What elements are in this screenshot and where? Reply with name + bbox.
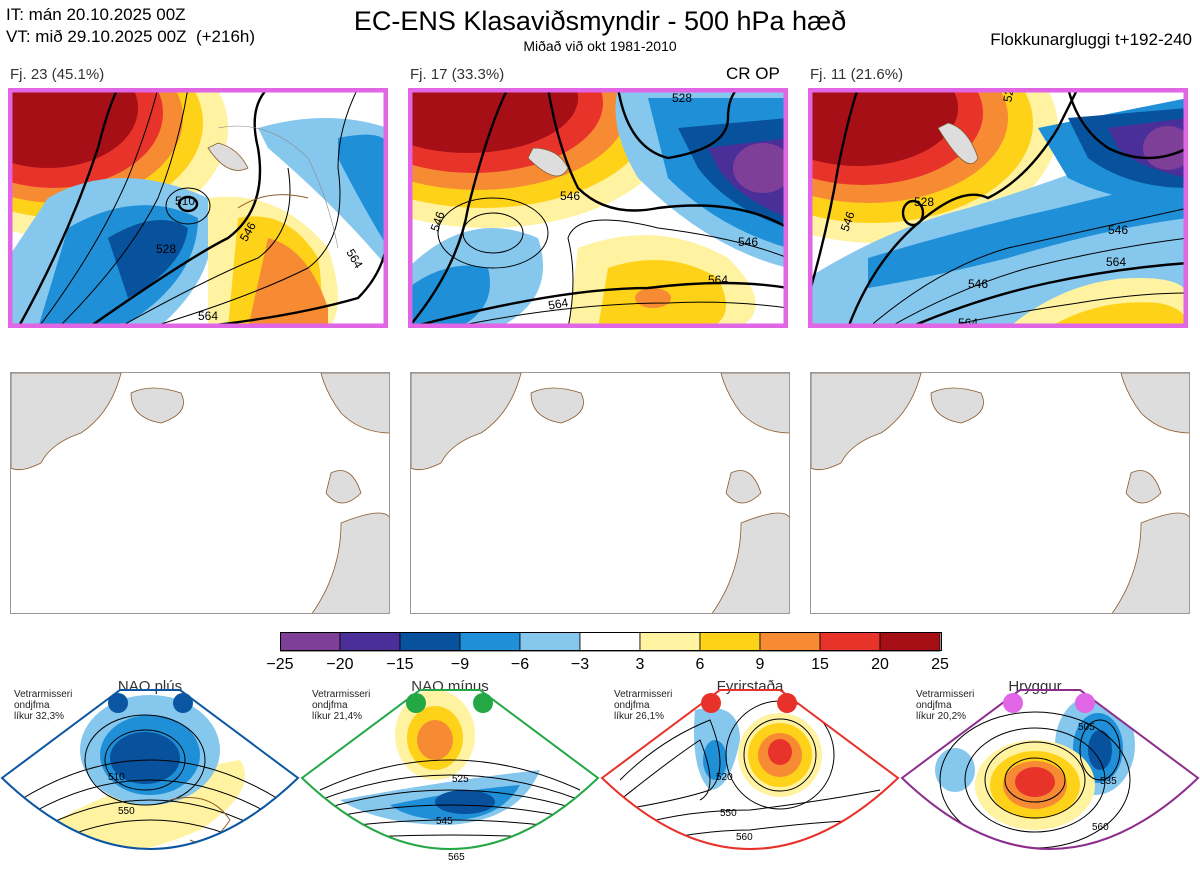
cluster-1-contour-label: 510 — [175, 194, 195, 208]
colorbar — [280, 632, 942, 652]
cluster-2-contour-label: 528 — [672, 91, 692, 105]
cluster-2-contour-label: 564 — [708, 273, 728, 287]
regime-3-contour: 550 — [720, 808, 737, 819]
regime-1-contour: 510 — [108, 772, 125, 783]
colorbar-tick: 20 — [871, 656, 889, 673]
regime-2-contour: 545 — [436, 816, 453, 827]
colorbar-cell — [639, 632, 701, 652]
colorbar-cell — [819, 632, 881, 652]
colorbar-cell — [399, 632, 461, 652]
colorbar-tick: −20 — [326, 656, 354, 673]
regime-3-map: 520 550 560 — [600, 689, 900, 850]
colorbar-cell — [339, 632, 401, 652]
colorbar-tick: −3 — [570, 656, 590, 673]
regime-2-map: 525 545 565 — [300, 689, 600, 863]
cluster-3-map: 528 528 546 546 564 564 546 — [808, 88, 1188, 328]
regime-4-contour: 505 — [1078, 722, 1095, 733]
cluster-3-contour-label: 546 — [838, 209, 858, 233]
colorbar-cell — [699, 632, 761, 652]
colorbar-cell — [579, 632, 641, 652]
cluster-3-contour-label: 528 — [914, 195, 934, 209]
classification-window: Flokkunargluggi t+192-240 — [990, 30, 1192, 49]
cluster-2-map: 528 546 546 564 564 546 — [408, 88, 788, 328]
empty-map-1 — [10, 372, 390, 614]
colorbar-cell — [280, 632, 341, 652]
colorbar-tick: −9 — [450, 656, 470, 673]
cluster-3-label: Fj. 11 (21.6%) — [810, 66, 904, 83]
cluster-2-contour-label: 546 — [738, 235, 758, 249]
colorbar-tick: −25 — [266, 656, 294, 673]
cluster-2-contour-label: 564 — [547, 295, 569, 312]
colorbar-tick: 6 — [695, 656, 705, 673]
colorbar-tick: −6 — [510, 656, 530, 673]
cluster-3-contour-label: 546 — [968, 277, 988, 291]
regime-3-contour: 560 — [736, 832, 753, 843]
page-subtitle: Miðað við okt 1981-2010 — [523, 38, 677, 54]
regime-1-map: 510 550 — [0, 689, 300, 850]
colorbar-cell — [879, 632, 941, 652]
cluster-1-map: 510 528 546 564 564 — [8, 88, 388, 328]
regime-3-info: Vetrarmisseri ondjfma líkur 26,1% — [614, 689, 673, 722]
valid-time: VT: mið 29.10.2025 00Z (+216h) — [6, 27, 256, 46]
colorbar-tick: −15 — [386, 656, 414, 673]
cluster-3-contour-label: 546 — [1108, 223, 1128, 237]
init-time: IT: mán 20.10.2025 00Z — [6, 5, 186, 24]
empty-map-2 — [410, 372, 790, 614]
regime-4-contour: 560 — [1092, 822, 1109, 833]
colorbar-tick: 9 — [755, 656, 765, 673]
regime-4-info: Vetrarmisseri ondjfma líkur 20,2% — [916, 689, 975, 722]
cluster-2-label: Fj. 17 (33.3%) — [410, 66, 505, 83]
cluster-1-label: Fj. 23 (45.1%) — [10, 66, 105, 83]
colorbar-tick: 3 — [635, 656, 645, 673]
empty-map-3 — [810, 372, 1190, 614]
colorbar-tick: 15 — [811, 656, 829, 673]
regime-1-contour: 550 — [118, 806, 135, 817]
regime-2-contour: 525 — [452, 774, 469, 785]
cluster-2-contour-label: 546 — [428, 209, 448, 233]
regime-2-contour: 565 — [448, 852, 465, 863]
regime-4-map: 505 535 560 — [900, 689, 1200, 850]
cluster-2-contour-label: 546 — [560, 189, 580, 203]
colorbar-cell — [519, 632, 581, 652]
cluster-2-marker: CR OP — [726, 64, 780, 83]
colorbar-cell — [459, 632, 521, 652]
colorbar-tick: 25 — [931, 656, 949, 673]
page-title: EC-ENS Klasaviðsmyndir - 500 hPa hæð — [353, 6, 847, 36]
cluster-1-contour-label: 564 — [198, 309, 218, 323]
regime-2-info: Vetrarmisseri ondjfma líkur 21,4% — [312, 689, 371, 722]
colorbar-cell — [759, 632, 821, 652]
regime-4-contour: 535 — [1100, 776, 1117, 787]
cluster-3-contour-label: 564 — [1106, 255, 1126, 269]
regime-3-contour: 520 — [716, 772, 733, 783]
regime-1-info: Vetrarmisseri ondjfma líkur 32,3% — [14, 689, 73, 722]
cluster-1-contour-label: 528 — [156, 242, 176, 256]
